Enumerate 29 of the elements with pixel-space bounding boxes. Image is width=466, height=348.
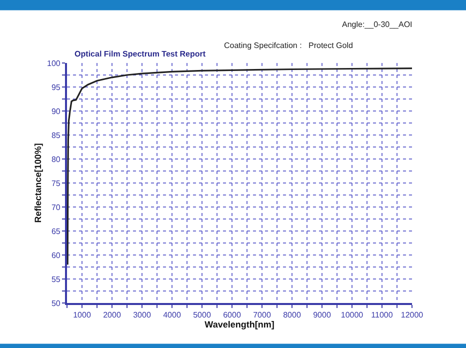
x-tick-label: 7000 bbox=[253, 310, 272, 320]
x-tick-label: 11000 bbox=[371, 310, 394, 320]
y-tick-label: 85 bbox=[51, 130, 61, 140]
y-tick-label: 90 bbox=[51, 106, 61, 116]
x-tick-label: 2000 bbox=[103, 310, 122, 320]
x-tick-label: 6000 bbox=[223, 310, 242, 320]
text: Angle:__0-30__AOI bbox=[342, 20, 412, 29]
x-tick-label: 1000 bbox=[73, 310, 92, 320]
y-tick-label: 80 bbox=[51, 154, 61, 164]
x-tick-label: 10000 bbox=[340, 310, 364, 320]
y-tick-label: 60 bbox=[51, 250, 61, 260]
y-tick-label: 95 bbox=[51, 82, 61, 92]
chart-title: Optical Film Spectrum Test Report bbox=[74, 50, 206, 59]
x-tick-label: 12000 bbox=[400, 310, 424, 320]
x-tick-label: 3000 bbox=[133, 310, 152, 320]
y-tick-label: 50 bbox=[51, 298, 61, 308]
y-tick-label: 75 bbox=[51, 178, 61, 188]
y-tick-label: 55 bbox=[51, 274, 61, 284]
y-axis-title: Reflectance[100%] bbox=[32, 143, 43, 223]
x-tick-label: 5000 bbox=[193, 310, 212, 320]
y-tick-label: 100 bbox=[47, 58, 61, 68]
x-tick-label: 9000 bbox=[313, 310, 332, 320]
line-series bbox=[67, 67, 412, 266]
text: Coating Specifcation : Protect Gold bbox=[224, 41, 353, 50]
y-tick-label: 70 bbox=[51, 202, 61, 212]
x-axis-title: Wavelength[nm] bbox=[204, 320, 274, 330]
x-tick-label: 4000 bbox=[163, 310, 182, 320]
x-tick-label: 8000 bbox=[283, 310, 302, 320]
y-tick-label: 65 bbox=[51, 226, 61, 236]
